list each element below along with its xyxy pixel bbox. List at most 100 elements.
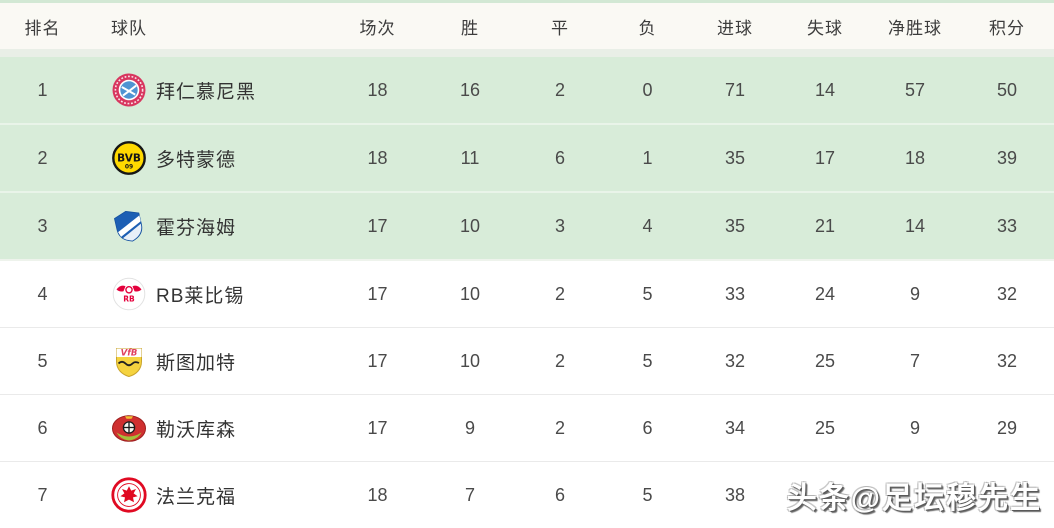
- wins-cell: 9: [425, 395, 515, 462]
- column-header-rank: 排名: [0, 2, 85, 54]
- team-cell: VfB 斯图加特: [85, 328, 330, 395]
- rank-cell: 7: [0, 462, 85, 528]
- draws-cell: 6: [515, 462, 605, 528]
- column-header-goals_for: 进球: [690, 2, 780, 54]
- table-row: 4 RB RB莱比锡 17 10 2 5 33 24 9 32: [0, 260, 1054, 328]
- wins-cell: 10: [425, 328, 515, 395]
- team-cell: 法兰克福: [85, 462, 330, 528]
- goals-against-cell: 24: [780, 260, 870, 328]
- goal-diff-cell: 18: [870, 124, 960, 192]
- stuttgart-badge-icon: VfB: [111, 343, 147, 379]
- played-cell: 17: [330, 260, 425, 328]
- column-header-draws: 平: [515, 2, 605, 54]
- team-name: 斯图加特: [156, 348, 236, 375]
- losses-cell: 5: [605, 328, 690, 395]
- draws-cell: 6: [515, 124, 605, 192]
- rb-leipzig-badge-icon: RB: [111, 276, 147, 312]
- goals-for-cell: 33: [690, 260, 780, 328]
- draws-cell: 2: [515, 260, 605, 328]
- goals-against-cell: 25: [780, 328, 870, 395]
- rank-cell: 6: [0, 395, 85, 462]
- rank-cell: 3: [0, 192, 85, 260]
- draws-cell: 2: [515, 395, 605, 462]
- team-name: 霍芬海姆: [156, 213, 236, 240]
- team-cell: 拜仁慕尼黑: [85, 53, 330, 124]
- team-wrap: 拜仁慕尼黑: [85, 72, 330, 108]
- frankfurt-badge-icon: [111, 477, 147, 513]
- losses-cell: 5: [605, 462, 690, 528]
- points-cell: 32: [960, 260, 1054, 328]
- column-header-played: 场次: [330, 2, 425, 54]
- goals-for-cell: 35: [690, 192, 780, 260]
- points-cell: 32: [960, 328, 1054, 395]
- goal-diff-cell: 9: [870, 260, 960, 328]
- column-header-goals_against: 失球: [780, 2, 870, 54]
- goal-diff-cell: 7: [870, 328, 960, 395]
- goal-diff-cell: [870, 462, 960, 528]
- points-cell: [960, 462, 1054, 528]
- goal-diff-cell: 9: [870, 395, 960, 462]
- column-header-goal_diff: 净胜球: [870, 2, 960, 54]
- rank-cell: 4: [0, 260, 85, 328]
- played-cell: 17: [330, 395, 425, 462]
- header-row: 排名球队场次胜平负进球失球净胜球积分: [0, 2, 1054, 54]
- table-row: 7 法兰克福 18 7 6 5 38: [0, 462, 1054, 528]
- goal-diff-cell: 57: [870, 53, 960, 124]
- played-cell: 18: [330, 53, 425, 124]
- goals-for-cell: 32: [690, 328, 780, 395]
- team-cell: 霍芬海姆: [85, 192, 330, 260]
- team-name: 多特蒙德: [156, 145, 236, 172]
- wins-cell: 11: [425, 124, 515, 192]
- losses-cell: 0: [605, 53, 690, 124]
- goals-against-cell: [780, 462, 870, 528]
- played-cell: 18: [330, 462, 425, 528]
- played-cell: 18: [330, 124, 425, 192]
- team-name: 法兰克福: [156, 482, 236, 509]
- draws-cell: 2: [515, 328, 605, 395]
- team-name: RB莱比锡: [156, 281, 244, 308]
- goals-for-cell: 38: [690, 462, 780, 528]
- points-cell: 33: [960, 192, 1054, 260]
- column-header-wins: 胜: [425, 2, 515, 54]
- losses-cell: 5: [605, 260, 690, 328]
- losses-cell: 4: [605, 192, 690, 260]
- svg-text:VfB: VfB: [121, 349, 138, 359]
- team-wrap: VfB 斯图加特: [85, 343, 330, 379]
- team-wrap: 法兰克福: [85, 477, 330, 513]
- team-cell: RB RB莱比锡: [85, 260, 330, 328]
- team-wrap: 霍芬海姆: [85, 208, 330, 244]
- goals-against-cell: 14: [780, 53, 870, 124]
- wins-cell: 7: [425, 462, 515, 528]
- table-row: 3 霍芬海姆 17 10 3 4 35 21 14 33: [0, 192, 1054, 260]
- played-cell: 17: [330, 192, 425, 260]
- table-row: 5 VfB 斯图加特 17 10 2 5 32 25 7 32: [0, 328, 1054, 395]
- hoffenheim-badge-icon: [111, 208, 147, 244]
- goals-against-cell: 25: [780, 395, 870, 462]
- team-cell: 勒沃库森: [85, 395, 330, 462]
- table-row: 1 拜仁慕尼黑 18 16 2 0 71 14 57 50: [0, 53, 1054, 124]
- team-name: 勒沃库森: [156, 415, 236, 442]
- table-row: 6 勒沃库森 17 9 2 6 34 25 9 29: [0, 395, 1054, 462]
- team-name: 拜仁慕尼黑: [156, 77, 256, 104]
- fc-bayern-badge-icon: [111, 72, 147, 108]
- goals-for-cell: 71: [690, 53, 780, 124]
- points-cell: 29: [960, 395, 1054, 462]
- leverkusen-badge-icon: [111, 410, 147, 446]
- played-cell: 17: [330, 328, 425, 395]
- wins-cell: 16: [425, 53, 515, 124]
- column-header-losses: 负: [605, 2, 690, 54]
- rank-cell: 1: [0, 53, 85, 124]
- wins-cell: 10: [425, 192, 515, 260]
- goals-against-cell: 17: [780, 124, 870, 192]
- points-cell: 50: [960, 53, 1054, 124]
- wins-cell: 10: [425, 260, 515, 328]
- team-wrap: RB RB莱比锡: [85, 276, 330, 312]
- points-cell: 39: [960, 124, 1054, 192]
- goals-against-cell: 21: [780, 192, 870, 260]
